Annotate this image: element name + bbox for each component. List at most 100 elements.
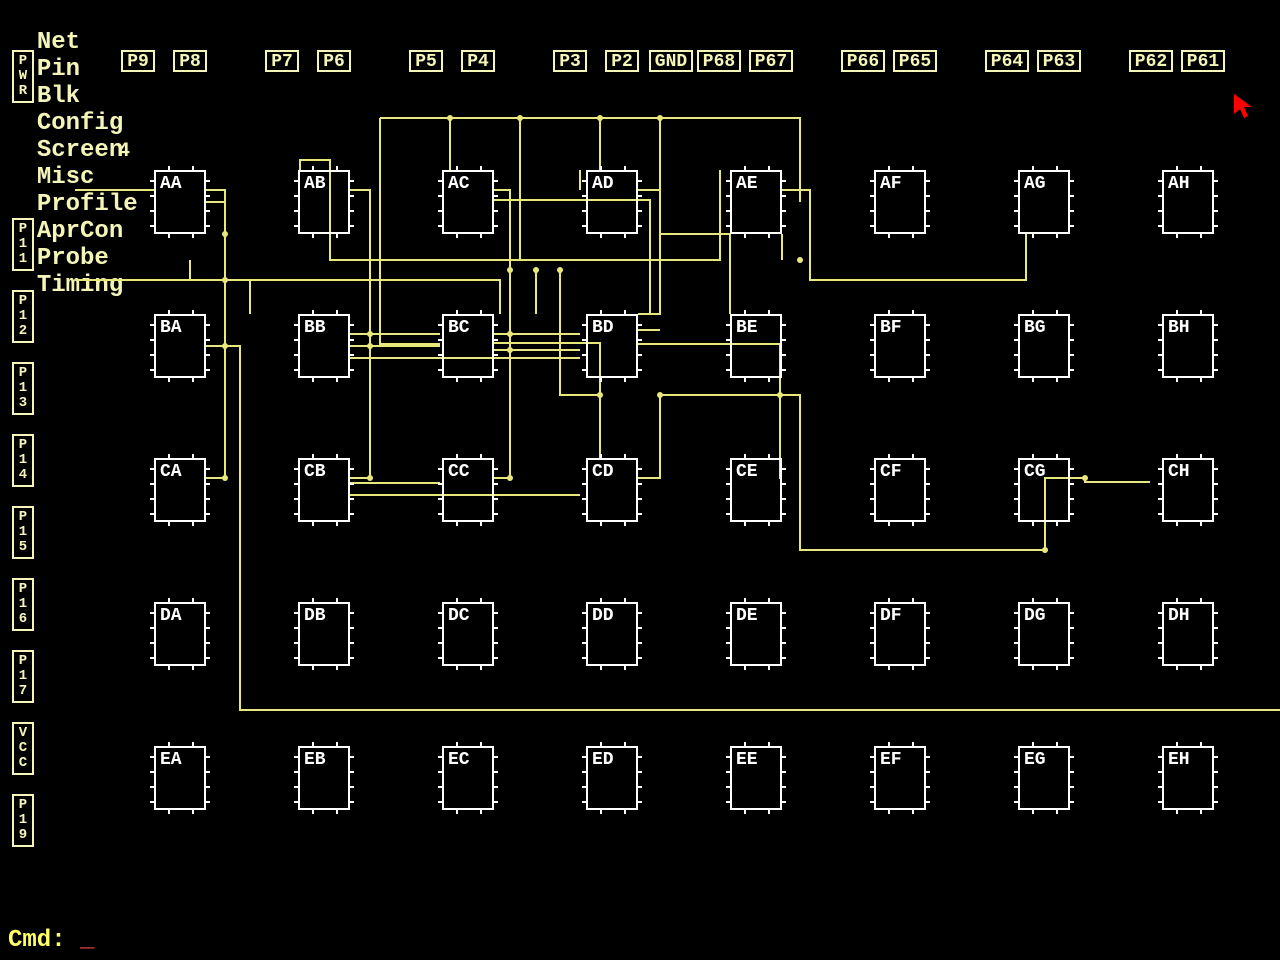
block-bd[interactable]: BD: [586, 314, 638, 378]
menu-screen[interactable]: Screen: [37, 137, 123, 164]
block-ac[interactable]: AC: [442, 170, 494, 234]
block-label: BB: [304, 318, 326, 338]
block-cb[interactable]: CB: [298, 458, 350, 522]
menu-aprcon[interactable]: AprCon: [37, 218, 123, 245]
pin-p61[interactable]: P61: [1181, 50, 1225, 72]
block-label: AB: [304, 174, 326, 194]
block-da[interactable]: DA: [154, 602, 206, 666]
wire: [494, 343, 600, 400]
menu-timing[interactable]: Timing: [37, 272, 123, 299]
pin-p13[interactable]: P13: [12, 362, 34, 415]
pin-p7[interactable]: P7: [265, 50, 299, 72]
block-ec[interactable]: EC: [442, 746, 494, 810]
pin-p16[interactable]: P16: [12, 578, 34, 631]
block-ef[interactable]: EF: [874, 746, 926, 810]
menu-profile[interactable]: Profile: [37, 191, 138, 218]
block-dc[interactable]: DC: [442, 602, 494, 666]
block-ad[interactable]: AD: [586, 170, 638, 234]
pin-p9[interactable]: P9: [121, 50, 155, 72]
command-line[interactable]: Cmd: _: [8, 927, 94, 954]
block-label: BF: [880, 318, 902, 338]
block-eb[interactable]: EB: [298, 746, 350, 810]
block-ed[interactable]: ED: [586, 746, 638, 810]
block-label: BA: [160, 318, 182, 338]
block-label: DF: [880, 606, 902, 626]
block-label: DH: [1168, 606, 1190, 626]
block-ae[interactable]: AE: [730, 170, 782, 234]
pin-p14[interactable]: P14: [12, 434, 34, 487]
pin-p63[interactable]: P63: [1037, 50, 1081, 72]
block-db[interactable]: DB: [298, 602, 350, 666]
block-df[interactable]: DF: [874, 602, 926, 666]
block-dg[interactable]: DG: [1018, 602, 1070, 666]
block-af[interactable]: AF: [874, 170, 926, 234]
net-label-4: 4: [118, 140, 130, 163]
pin-p11[interactable]: P11: [12, 218, 34, 271]
block-ah[interactable]: AH: [1162, 170, 1214, 234]
pin-p6[interactable]: P6: [317, 50, 351, 72]
pin-p19[interactable]: P19: [12, 794, 34, 847]
block-bh[interactable]: BH: [1162, 314, 1214, 378]
pin-p8[interactable]: P8: [173, 50, 207, 72]
wire-junction: [507, 267, 513, 273]
pin-p5[interactable]: P5: [409, 50, 443, 72]
wire-junction: [222, 343, 228, 349]
pin-p17[interactable]: P17: [12, 650, 34, 703]
block-dd[interactable]: DD: [586, 602, 638, 666]
block-label: AC: [448, 174, 470, 194]
block-be[interactable]: BE: [730, 314, 782, 378]
wire-junction: [1042, 547, 1048, 553]
menu-pin[interactable]: Pin: [37, 56, 80, 83]
pin-p12[interactable]: P12: [12, 290, 34, 343]
pin-p65[interactable]: P65: [893, 50, 937, 72]
block-eg[interactable]: EG: [1018, 746, 1070, 810]
menu-misc[interactable]: Misc: [37, 164, 95, 191]
block-ag[interactable]: AG: [1018, 170, 1070, 234]
block-label: BH: [1168, 318, 1190, 338]
wire-junction: [797, 257, 803, 263]
block-eh[interactable]: EH: [1162, 746, 1214, 810]
pin-p64[interactable]: P64: [985, 50, 1029, 72]
block-ee[interactable]: EE: [730, 746, 782, 810]
pin-p62[interactable]: P62: [1129, 50, 1173, 72]
pin-p15[interactable]: P15: [12, 506, 34, 559]
pin-p2[interactable]: P2: [605, 50, 639, 72]
wire-junction: [657, 392, 663, 398]
block-label: AF: [880, 174, 902, 194]
menu-config[interactable]: Config: [37, 110, 123, 137]
block-de[interactable]: DE: [730, 602, 782, 666]
pin-p66[interactable]: P66: [841, 50, 885, 72]
pin-p4[interactable]: P4: [461, 50, 495, 72]
block-cg[interactable]: CG: [1018, 458, 1070, 522]
block-bc[interactable]: BC: [442, 314, 494, 378]
block-ca[interactable]: CA: [154, 458, 206, 522]
block-bf[interactable]: BF: [874, 314, 926, 378]
block-ce[interactable]: CE: [730, 458, 782, 522]
menu-probe[interactable]: Probe: [37, 245, 109, 272]
block-cc[interactable]: CC: [442, 458, 494, 522]
wire-junction: [1082, 475, 1088, 481]
menu-net[interactable]: Net: [37, 29, 80, 56]
pin-p68[interactable]: P68: [697, 50, 741, 72]
block-ea[interactable]: EA: [154, 746, 206, 810]
pin-p67[interactable]: P67: [749, 50, 793, 72]
block-bb[interactable]: BB: [298, 314, 350, 378]
block-ch[interactable]: CH: [1162, 458, 1214, 522]
block-ba[interactable]: BA: [154, 314, 206, 378]
pin-gnd[interactable]: GND: [649, 50, 693, 72]
menu-blk[interactable]: Blk: [37, 83, 80, 110]
block-cd[interactable]: CD: [586, 458, 638, 522]
block-ab[interactable]: AB: [298, 170, 350, 234]
pin-p3[interactable]: P3: [553, 50, 587, 72]
block-bg[interactable]: BG: [1018, 314, 1070, 378]
pin-vcc[interactable]: VCC: [12, 722, 34, 775]
block-aa[interactable]: AA: [154, 170, 206, 234]
block-label: CC: [448, 462, 470, 482]
block-dh[interactable]: DH: [1162, 602, 1214, 666]
block-label: EE: [736, 750, 758, 770]
wire-junction: [657, 115, 663, 121]
block-cf[interactable]: CF: [874, 458, 926, 522]
pin-pwr[interactable]: PWR: [12, 50, 34, 103]
wire-junction: [367, 331, 373, 337]
block-label: DD: [592, 606, 614, 626]
